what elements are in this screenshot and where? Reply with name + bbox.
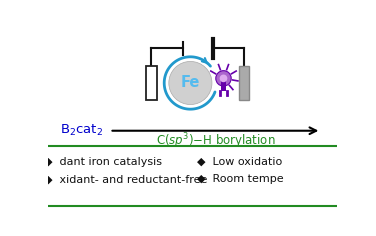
Bar — [221, 78, 226, 91]
Bar — [146, 66, 156, 100]
Text: ◆  Room tempe: ◆ Room tempe — [197, 174, 283, 184]
Text: ◆  xidant- and reductant-free: ◆ xidant- and reductant-free — [44, 174, 208, 184]
Bar — [239, 66, 249, 100]
Circle shape — [220, 75, 227, 82]
Text: Fe: Fe — [181, 76, 200, 90]
Circle shape — [169, 61, 212, 105]
Circle shape — [216, 71, 231, 86]
Text: $\mathdefault{B_2cat_2}$: $\mathdefault{B_2cat_2}$ — [59, 123, 103, 138]
Text: ◆  Low oxidatio: ◆ Low oxidatio — [197, 156, 282, 167]
Text: ◆  dant iron catalysis: ◆ dant iron catalysis — [44, 156, 162, 167]
Text: C($\it{sp}$$^3$)$-$H borylation: C($\it{sp}$$^3$)$-$H borylation — [156, 131, 276, 151]
